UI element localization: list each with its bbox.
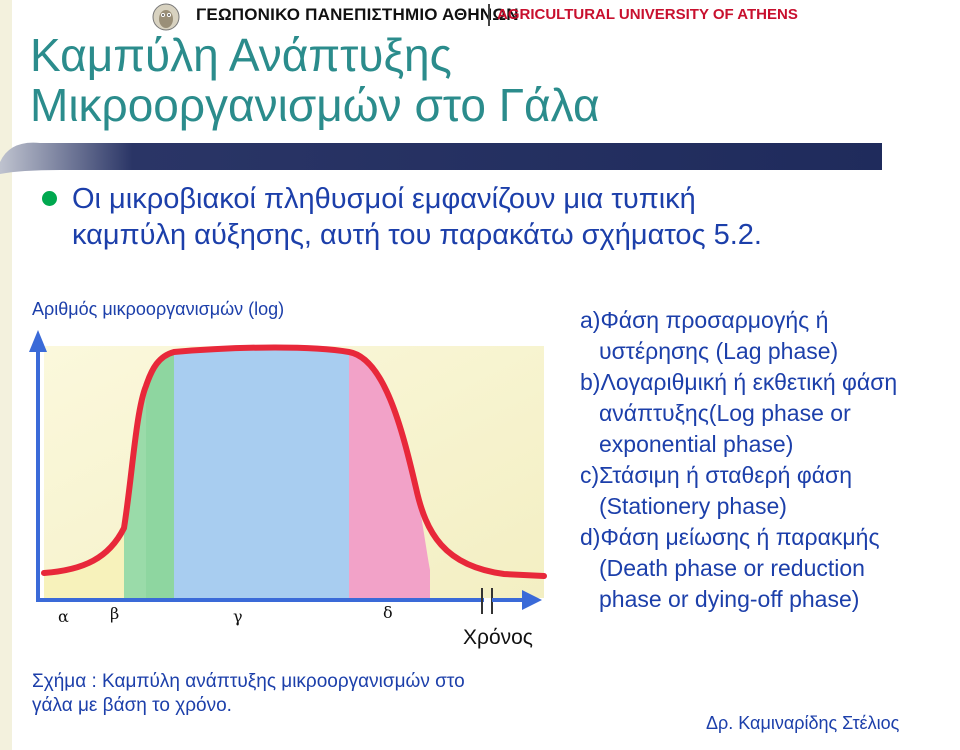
legend-item-stationary: c)Στάσιμη ή σταθερή φάση (Stationery pha…: [580, 460, 960, 522]
owl-emblem-icon: [152, 3, 180, 31]
phase-label-alpha: α: [58, 607, 69, 626]
legend-b-line2: ανάπτυξης(Log phase or: [599, 400, 851, 426]
legend-a-line2: υστέρησης (Lag phase): [599, 338, 839, 364]
legend-a-line1: Φάση προσαρμογής ή: [600, 307, 829, 333]
phase-label-beta: β: [110, 604, 120, 623]
legend-c-line1: Στάσιμη ή σταθερή φάση: [599, 462, 853, 488]
legend-d-line1: Φάση μείωσης ή παρακμής: [600, 524, 880, 550]
left-decor-bar: [0, 0, 12, 750]
slide-title-line1: Καμπύλη Ανάπτυξης: [30, 29, 452, 81]
legend-key-b: b): [580, 369, 601, 395]
phase-legend: a)Φάση προσαρμογής ή υστέρησης (Lag phas…: [580, 305, 960, 615]
bullet-icon: [42, 191, 57, 206]
stationary-phase-region: [174, 347, 349, 598]
legend-key-c: c): [580, 462, 600, 488]
slide-title: Καμπύλη Ανάπτυξης Μικροοργανισμών στο Γά…: [30, 30, 600, 130]
legend-key-d: d): [580, 524, 601, 550]
title-underline-bar: [0, 142, 882, 174]
legend-d-line3: phase or dying-off phase): [599, 586, 860, 612]
figure-caption-line1: Σχήμα : Καμπύλη ανάπτυξης μικροοργανισμώ…: [32, 671, 465, 692]
university-name-english: AGRICULTURAL UNIVERSITY OF ATHENS: [497, 6, 798, 23]
bullet-line1: Οι μικροβιακοί πληθυσμοί εμφανίζουν μια …: [72, 183, 696, 215]
legend-item-lag: a)Φάση προσαρμογής ή υστέρησης (Lag phas…: [580, 305, 960, 367]
slide-title-line2: Μικροοργανισμών στο Γάλα: [30, 79, 600, 131]
legend-item-log: b)Λογαριθμική ή εκθετική φάση ανάπτυξης(…: [580, 367, 960, 460]
lag-phase-region: [44, 528, 124, 598]
phase-label-gamma: γ: [233, 607, 243, 626]
bullet-line2: καμπύλη αύξησης, αυτή του παρακάτω σχήμα…: [72, 219, 762, 251]
growth-curve: [41, 344, 547, 579]
figure-caption: Σχήμα : Καμπύλη ανάπτυξης μικροοργανισμώ…: [32, 670, 552, 718]
figure-y-axis-label: Αριθμός μικροοργανισμών (log): [32, 299, 285, 319]
death-phase-region: [349, 352, 430, 598]
bullet-text: Οι μικροβιακοί πληθυσμοί εμφανίζουν μια …: [72, 181, 832, 253]
legend-c-line2: (Stationery phase): [599, 493, 787, 519]
legend-key-a: a): [580, 307, 601, 333]
university-name-greek: ΓΕΩΠΟΝΙΚΟ ΠΑΝΕΠΙΣΤΗΜΙΟ ΑΘΗΝΩΝ: [196, 5, 519, 24]
university-header: [140, 0, 960, 30]
growth-curve-figure: [29, 330, 547, 614]
legend-b-line1: Λογαριθμική ή εκθετική φάση: [600, 369, 898, 395]
header-separator: [488, 4, 490, 26]
x-axis-arrow-icon: [522, 590, 542, 610]
figure-caption-line2: γάλα με βάση το χρόνο.: [32, 695, 232, 716]
legend-b-line3: exponential phase): [599, 431, 794, 457]
legend-d-line2: (Death phase or reduction: [599, 555, 865, 581]
legend-item-death: d)Φάση μείωσης ή παρακμής (Death phase o…: [580, 522, 960, 615]
y-axis-arrow-icon: [29, 330, 47, 352]
phase-label-delta: δ: [383, 603, 393, 622]
figure-x-axis-label: Χρόνος: [463, 626, 533, 649]
log-phase-region-2: [146, 352, 174, 598]
author-name: Δρ. Καμιναρίδης Στέλιος: [706, 713, 900, 733]
log-phase-region: [124, 386, 146, 598]
